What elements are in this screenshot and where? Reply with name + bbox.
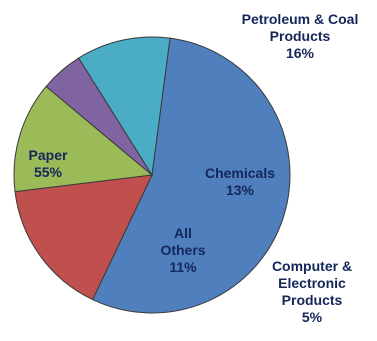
slice-label-3-line-1: Chemicals xyxy=(205,165,275,181)
pie-slice-1 xyxy=(91,37,291,314)
pie-slice-2 xyxy=(14,174,153,301)
slice-label-4-line-2: Electronic xyxy=(278,275,346,291)
slice-label-5-line-3: 11% xyxy=(169,259,197,275)
slice-label-3-line-2: 13% xyxy=(226,182,255,198)
slice-label-2-line-1: Petroleum & Coal xyxy=(242,11,359,27)
slice-label-2-line-2: Products xyxy=(270,28,331,44)
slice-label-1-line-2: 55% xyxy=(34,164,63,180)
pie-slice-3 xyxy=(13,85,154,193)
slice-label-1-line-1: Paper xyxy=(29,147,68,163)
slice-label-4-line-1: Computer & xyxy=(272,258,352,274)
pie-slice-5 xyxy=(77,36,171,177)
slice-label-5-line-1: All xyxy=(174,225,192,241)
slice-label-2-line-3: 16% xyxy=(286,45,315,61)
slice-label-4-line-4: 5% xyxy=(302,309,323,325)
slice-label-5-line-2: Others xyxy=(160,242,205,258)
slice-label-4-line-3: Products xyxy=(282,292,343,308)
